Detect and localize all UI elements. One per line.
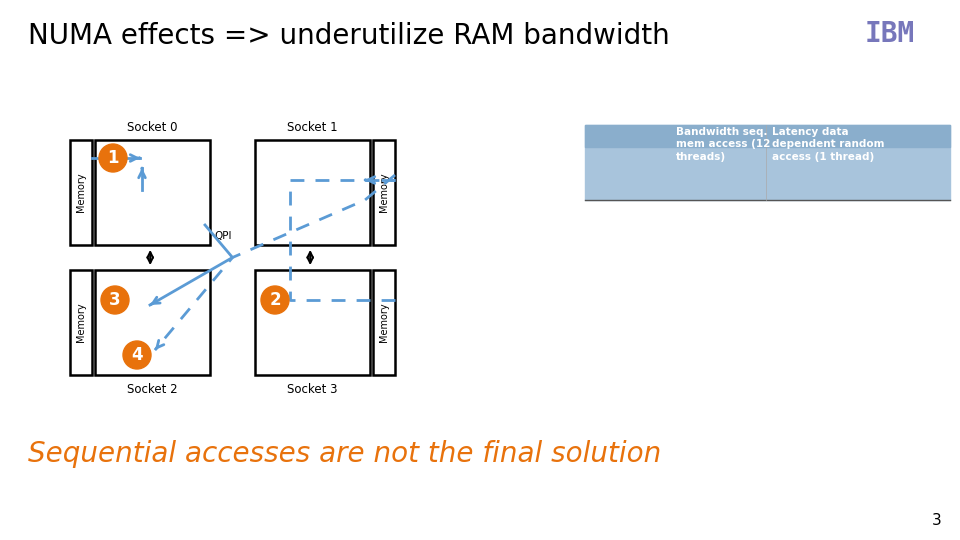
Text: 1: 1 [108, 149, 119, 167]
Text: Memory: Memory [379, 173, 389, 212]
Text: NUMA effects => underutilize RAM bandwidth: NUMA effects => underutilize RAM bandwid… [28, 22, 670, 50]
Circle shape [101, 286, 129, 314]
Text: 3: 3 [932, 513, 942, 528]
Circle shape [123, 341, 151, 369]
Text: Latency data
dependent random
access (1 thread): Latency data dependent random access (1 … [772, 127, 884, 162]
Bar [255, 270, 370, 375]
Text: Memory: Memory [76, 173, 86, 212]
Text: 3: 3 [109, 291, 121, 309]
Text: Socket 3: Socket 3 [287, 383, 338, 396]
Text: 4: 4 [132, 346, 143, 364]
Circle shape [261, 286, 289, 314]
Bar [70, 270, 92, 375]
Bar [585, 125, 950, 200]
Bar [95, 270, 210, 375]
Circle shape [99, 144, 127, 172]
Bar [373, 270, 395, 375]
Text: Socket 0: Socket 0 [128, 121, 178, 134]
Bar [70, 140, 92, 245]
Text: Memory: Memory [76, 303, 86, 342]
Bar [373, 140, 395, 245]
Text: Memory: Memory [379, 303, 389, 342]
Text: Bandwidth seq.
mem access (12
threads): Bandwidth seq. mem access (12 threads) [676, 127, 771, 162]
Bar [585, 125, 950, 147]
Text: IBM: IBM [865, 20, 915, 48]
Text: QPI: QPI [214, 231, 231, 241]
Bar [255, 140, 370, 245]
Text: 2: 2 [269, 291, 281, 309]
Text: Sequential accesses are not the final solution: Sequential accesses are not the final so… [28, 440, 661, 468]
Text: Socket 2: Socket 2 [127, 383, 178, 396]
Bar [95, 140, 210, 245]
Text: Socket 1: Socket 1 [287, 121, 338, 134]
